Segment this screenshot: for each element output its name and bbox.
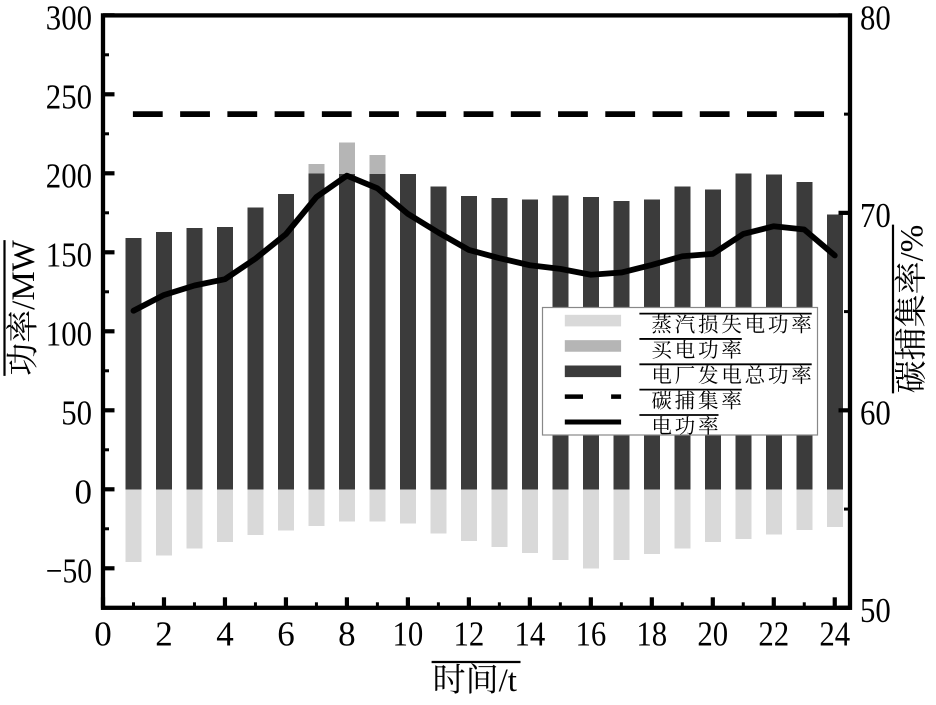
svg-text:14: 14: [514, 615, 545, 654]
svg-text:250: 250: [46, 78, 92, 117]
svg-text:50: 50: [860, 591, 891, 630]
svg-text:/t: /t: [499, 663, 517, 699]
svg-text:/%: /%: [895, 225, 931, 262]
svg-text:/MW: /MW: [6, 239, 42, 310]
svg-text:8: 8: [338, 615, 356, 654]
svg-text:100: 100: [46, 315, 92, 354]
svg-text:22: 22: [758, 615, 789, 654]
svg-text:10: 10: [393, 615, 424, 654]
svg-text:16: 16: [575, 615, 606, 654]
svg-text:4: 4: [216, 615, 234, 654]
svg-text:−50: −50: [46, 552, 92, 591]
svg-text:0: 0: [75, 473, 93, 512]
svg-text:20: 20: [697, 615, 728, 654]
svg-text:200: 200: [46, 157, 92, 196]
svg-text:2: 2: [155, 615, 173, 654]
svg-text:150: 150: [46, 236, 92, 275]
svg-text:60: 60: [860, 394, 891, 433]
svg-text:24: 24: [819, 615, 850, 654]
svg-text:12: 12: [453, 615, 484, 654]
svg-text:0: 0: [94, 615, 112, 654]
svg-text:18: 18: [636, 615, 667, 654]
svg-text:50: 50: [61, 394, 92, 433]
svg-text:70: 70: [860, 196, 891, 235]
svg-text:80: 80: [860, 0, 891, 38]
svg-text:300: 300: [46, 0, 92, 38]
svg-text:6: 6: [277, 615, 295, 654]
